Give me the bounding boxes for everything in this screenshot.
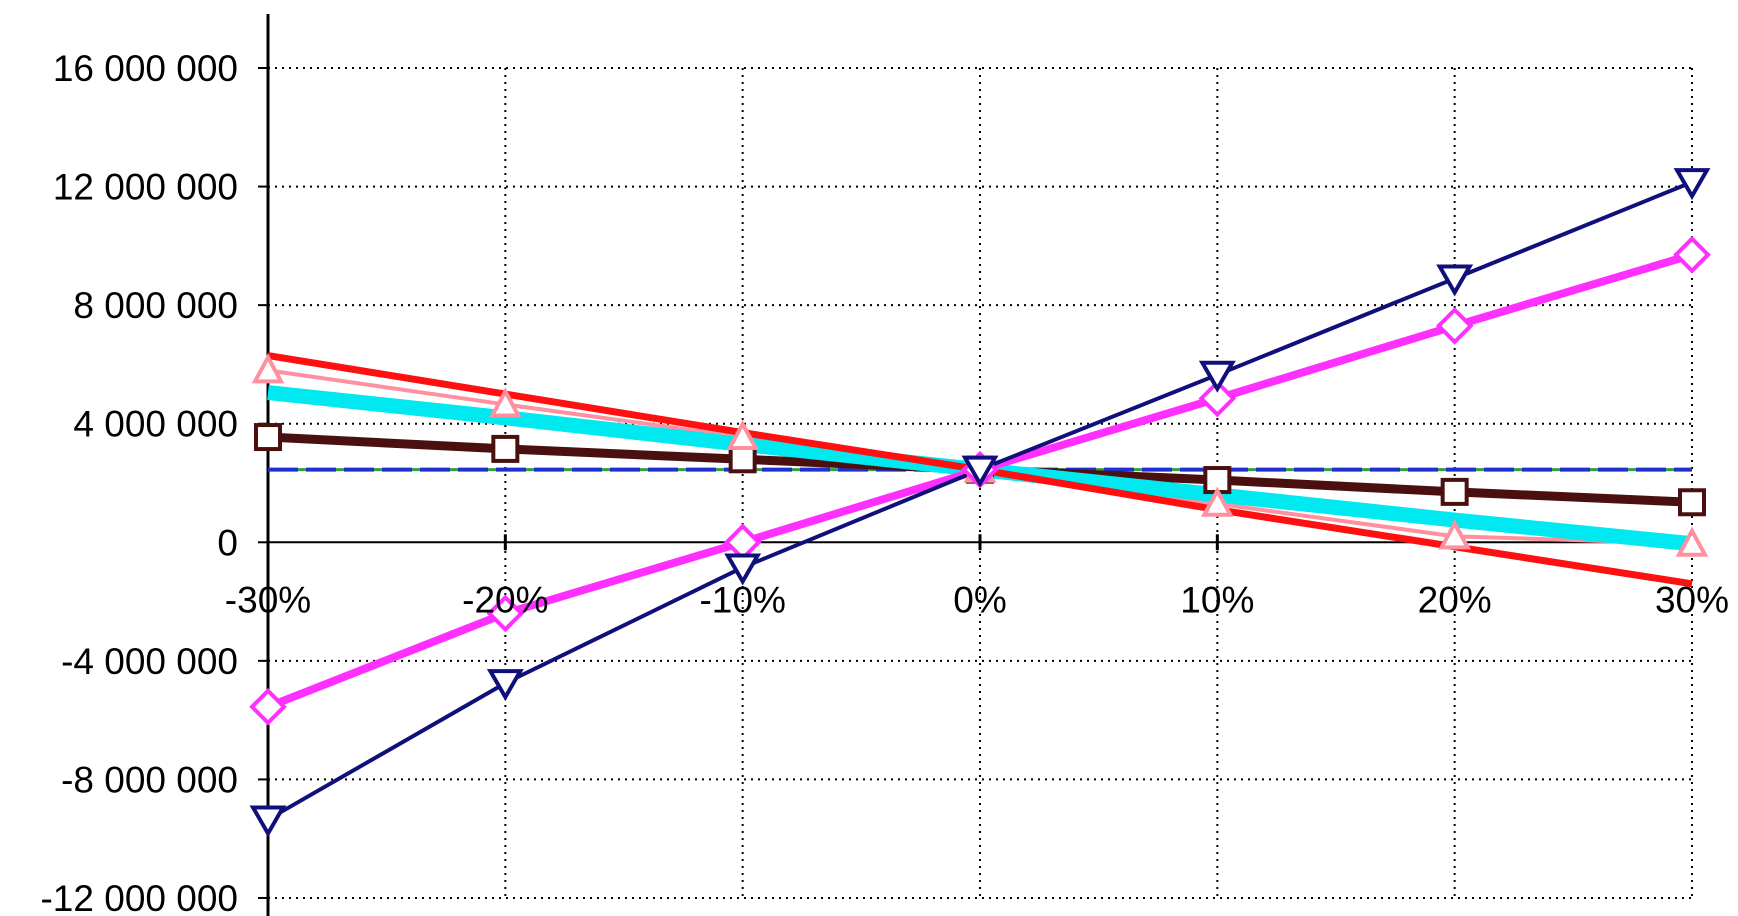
- triangle-down-marker: [724, 553, 762, 586]
- x-tick-label: 20%: [1418, 579, 1492, 620]
- square-marker: [1440, 477, 1469, 506]
- y-tick-label: -4 000 000: [61, 641, 238, 682]
- triangle-up-marker: [1200, 486, 1234, 517]
- triangle-down-marker: [961, 455, 999, 488]
- series-line: [267, 180, 1693, 822]
- x-tick-label: 10%: [1180, 579, 1254, 620]
- y-tick-label: -8 000 000: [61, 759, 238, 800]
- triangle-down-marker: [249, 805, 287, 838]
- triangle-up-marker: [1675, 526, 1709, 557]
- triangle-down-marker: [486, 669, 524, 702]
- square-marker: [1678, 488, 1706, 517]
- triangle-down-marker: [1436, 264, 1474, 297]
- diamond-marker: [1198, 379, 1237, 418]
- diamond-marker: [249, 687, 287, 726]
- x-tick-label: 30%: [1655, 579, 1729, 620]
- square-marker: [728, 445, 757, 474]
- triangle-down-marker: [1198, 360, 1236, 393]
- series-lines: [249, 168, 1711, 838]
- y-tick-label: 16 000 000: [53, 48, 238, 89]
- triangle-up-marker: [251, 353, 285, 384]
- diamond-marker: [1435, 307, 1474, 345]
- triangle-up-marker: [726, 419, 760, 451]
- x-tick-label: -10%: [699, 579, 785, 620]
- triangle-up-marker: [1438, 519, 1472, 550]
- triangle-up-marker: [488, 387, 522, 418]
- square-marker: [491, 434, 520, 463]
- y-tick-label: 4 000 000: [73, 404, 238, 445]
- x-tick-label: 0%: [953, 579, 1006, 620]
- tick-labels: 16 000 000 12 000 000 8 000 000 4 000 000 0 -…: [40, 48, 1729, 916]
- square-marker: [1203, 466, 1232, 495]
- x-tick-label: -20%: [462, 579, 548, 620]
- y-tick-label: 0: [217, 522, 238, 563]
- diamond-marker: [486, 594, 525, 633]
- y-tick-label: -12 000 000: [40, 878, 238, 916]
- diamond-marker: [1673, 235, 1711, 274]
- square-marker: [254, 423, 282, 452]
- x-tick-label: -30%: [225, 579, 311, 620]
- triangle-down-marker: [1673, 168, 1711, 201]
- y-tick-label: 8 000 000: [73, 285, 238, 326]
- y-tick-label: 12 000 000: [53, 167, 238, 208]
